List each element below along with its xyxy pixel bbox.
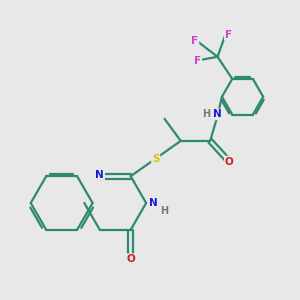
Text: H: H bbox=[160, 206, 169, 216]
Text: N: N bbox=[213, 110, 222, 119]
Text: F: F bbox=[194, 56, 201, 66]
Text: N: N bbox=[95, 170, 104, 180]
Text: S: S bbox=[152, 154, 160, 164]
Text: N: N bbox=[149, 198, 158, 208]
Text: F: F bbox=[225, 30, 232, 40]
Text: O: O bbox=[225, 157, 234, 166]
Text: F: F bbox=[191, 36, 198, 46]
Text: H: H bbox=[202, 110, 210, 119]
Text: O: O bbox=[126, 254, 135, 264]
